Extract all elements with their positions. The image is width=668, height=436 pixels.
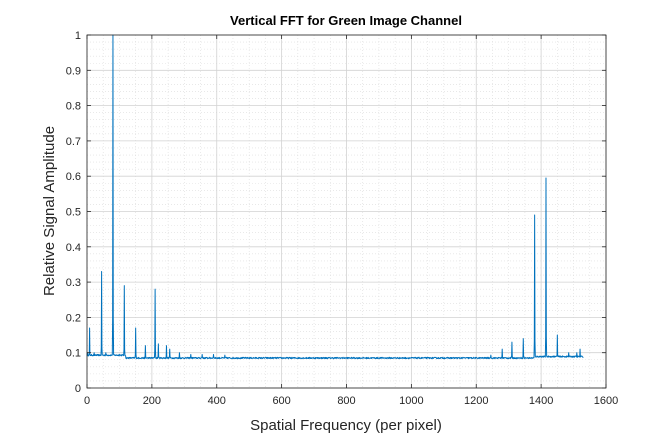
y-tick-label: 0.2 (66, 312, 81, 324)
series-layer (86, 34, 584, 360)
y-tick-label: 0.3 (66, 277, 81, 289)
x-tick-label: 600 (272, 395, 290, 407)
y-tick-label: 0 (75, 383, 81, 395)
x-tick-label: 400 (208, 395, 226, 407)
y-tick-label: 0.9 (66, 65, 81, 77)
y-axis-ticks: 0 0.1 0.2 0.3 0.4 0.5 0.6 0.7 0.8 0.9 1 (66, 30, 606, 395)
y-axis-label: Relative Signal Amplitude (41, 126, 58, 296)
x-tick-label: 1200 (464, 395, 488, 407)
x-tick-label: 0 (84, 395, 90, 407)
x-tick-label: 1000 (399, 395, 423, 407)
y-tick-label: 0.7 (66, 136, 81, 148)
spectrum-line (86, 34, 584, 360)
x-axis-label: Spatial Frequency (per pixel) (250, 417, 442, 434)
x-tick-label: 1400 (529, 395, 553, 407)
minor-grid (87, 35, 606, 388)
y-tick-label: 1 (75, 30, 81, 42)
x-tick-label: 800 (337, 395, 355, 407)
x-tick-label: 1600 (594, 395, 618, 407)
y-tick-label: 0.6 (66, 171, 81, 183)
y-tick-label: 0.8 (66, 101, 81, 113)
chart-title: Vertical FFT for Green Image Channel (230, 13, 462, 28)
x-tick-label: 200 (143, 395, 161, 407)
y-tick-label: 0.4 (66, 242, 81, 254)
x-axis-ticks: 0 200 400 600 800 1000 1200 1400 1600 (84, 35, 618, 407)
y-tick-label: 0.5 (66, 207, 81, 219)
y-tick-label: 0.1 (66, 348, 81, 360)
